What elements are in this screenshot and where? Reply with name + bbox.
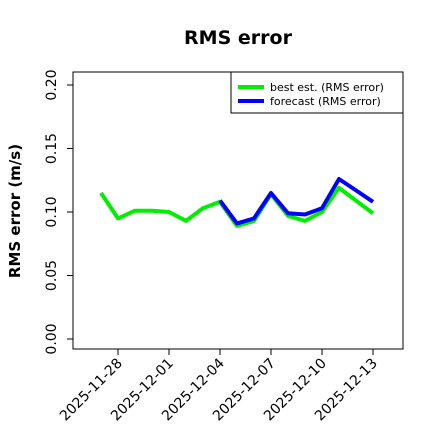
y-tick-label: 0.15	[44, 133, 60, 164]
x-axis: 2025-11-282025-12-012025-12-042025-12-07…	[57, 349, 381, 424]
plot-frame	[72, 71, 404, 350]
y-tick-label: 0.05	[44, 260, 60, 291]
y-axis: 0.00 0.05 0.10 0.15 0.20	[44, 69, 73, 355]
legend-box	[230, 71, 404, 114]
legend-label-best-est: best est. (RMS error)	[270, 81, 384, 94]
y-tick-label: 0.20	[44, 69, 60, 100]
series-line-best-est	[99, 185, 375, 228]
chart-title: RMS error	[184, 27, 293, 49]
series-line-forecast	[218, 177, 375, 226]
legend-label-forecast: forecast (RMS error)	[270, 95, 381, 108]
y-tick-label: 0.00	[44, 323, 60, 354]
legend: best est. (RMS error) forecast (RMS erro…	[230, 71, 404, 114]
y-axis-label: RMS error (m/s)	[6, 144, 24, 278]
y-tick-label: 0.10	[44, 196, 60, 227]
series-layer	[99, 177, 375, 228]
